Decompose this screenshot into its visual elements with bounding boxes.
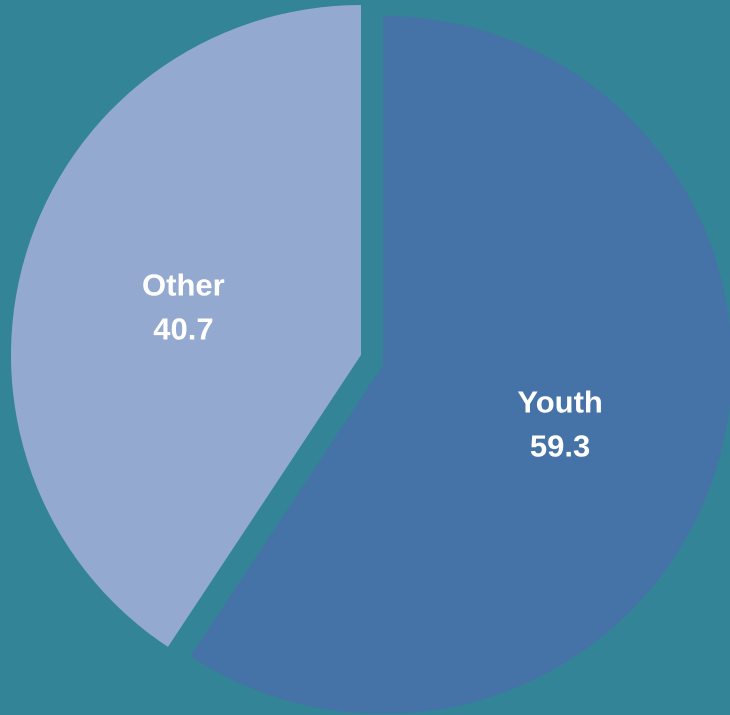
slice-value-other: 40.7 <box>153 312 213 347</box>
slice-label-youth: Youth <box>517 384 603 419</box>
slice-value-youth: 59.3 <box>530 428 590 463</box>
pie-slice-youth <box>190 16 730 714</box>
pie-slice-other <box>10 5 362 647</box>
slice-label-other: Other <box>142 268 225 303</box>
